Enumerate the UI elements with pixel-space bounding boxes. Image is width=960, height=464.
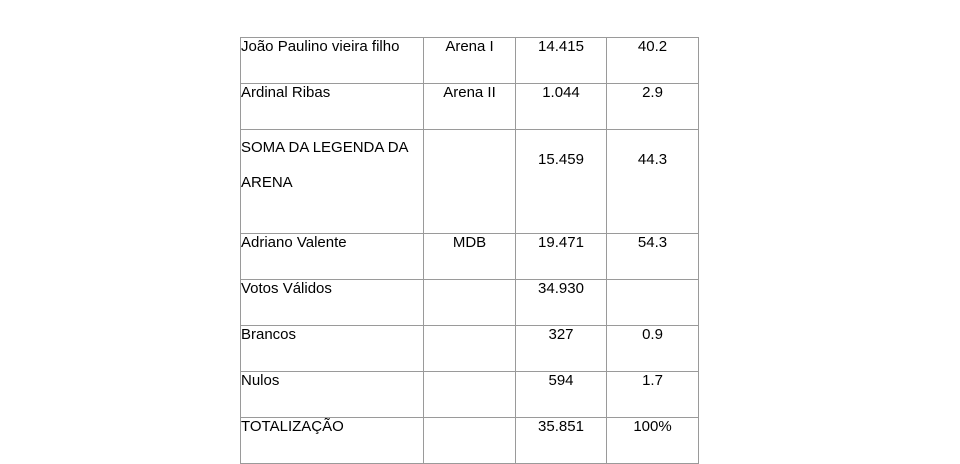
table-row: Adriano Valente MDB 19.471 54.3	[240, 233, 699, 280]
votes-cell: 1.044	[515, 83, 607, 130]
summary-label-cell: Votos Válidos	[240, 279, 424, 326]
percentage-cell	[606, 279, 699, 326]
party-cell	[423, 371, 516, 418]
election-results-table: João Paulino vieira filho Arena I 14.415…	[240, 37, 699, 464]
percentage-cell: 54.3	[606, 233, 699, 280]
party-cell: Arena II	[423, 83, 516, 130]
document-page: João Paulino vieira filho Arena I 14.415…	[240, 37, 699, 464]
party-cell: MDB	[423, 233, 516, 280]
summary-label-cell: Brancos	[240, 325, 424, 372]
party-cell	[423, 279, 516, 326]
party-cell	[423, 417, 516, 464]
table-row: Ardinal Ribas Arena II 1.044 2.9	[240, 83, 699, 130]
percentage-cell: 44.3	[606, 129, 699, 234]
votes-cell: 14.415	[515, 37, 607, 84]
table-row: João Paulino vieira filho Arena I 14.415…	[240, 37, 699, 84]
percentage-cell: 100%	[606, 417, 699, 464]
votes-cell: 327	[515, 325, 607, 372]
percentage-cell: 0.9	[606, 325, 699, 372]
candidate-name-cell: Adriano Valente	[240, 233, 424, 280]
votes-cell: 34.930	[515, 279, 607, 326]
votes-cell: 19.471	[515, 233, 607, 280]
party-cell	[423, 129, 516, 234]
summary-label-cell: Nulos	[240, 371, 424, 418]
percentage-cell: 40.2	[606, 37, 699, 84]
total-label-cell: TOTALIZAÇÃO	[240, 417, 424, 464]
party-cell	[423, 325, 516, 372]
percentage-cell: 2.9	[606, 83, 699, 130]
table-row: Votos Válidos 34.930	[240, 279, 699, 326]
votes-cell: 594	[515, 371, 607, 418]
votes-cell: 35.851	[515, 417, 607, 464]
subtotal-label-cell: SOMA DA LEGENDA DA ARENA	[240, 129, 424, 234]
candidate-name-cell: Ardinal Ribas	[240, 83, 424, 130]
table-row-total: TOTALIZAÇÃO 35.851 100%	[240, 417, 699, 464]
table-row-subtotal: SOMA DA LEGENDA DA ARENA 15.459 44.3	[240, 129, 699, 234]
party-cell: Arena I	[423, 37, 516, 84]
votes-cell: 15.459	[515, 129, 607, 234]
table-row: Nulos 594 1.7	[240, 371, 699, 418]
percentage-cell: 1.7	[606, 371, 699, 418]
candidate-name-cell: João Paulino vieira filho	[240, 37, 424, 84]
table-row: Brancos 327 0.9	[240, 325, 699, 372]
